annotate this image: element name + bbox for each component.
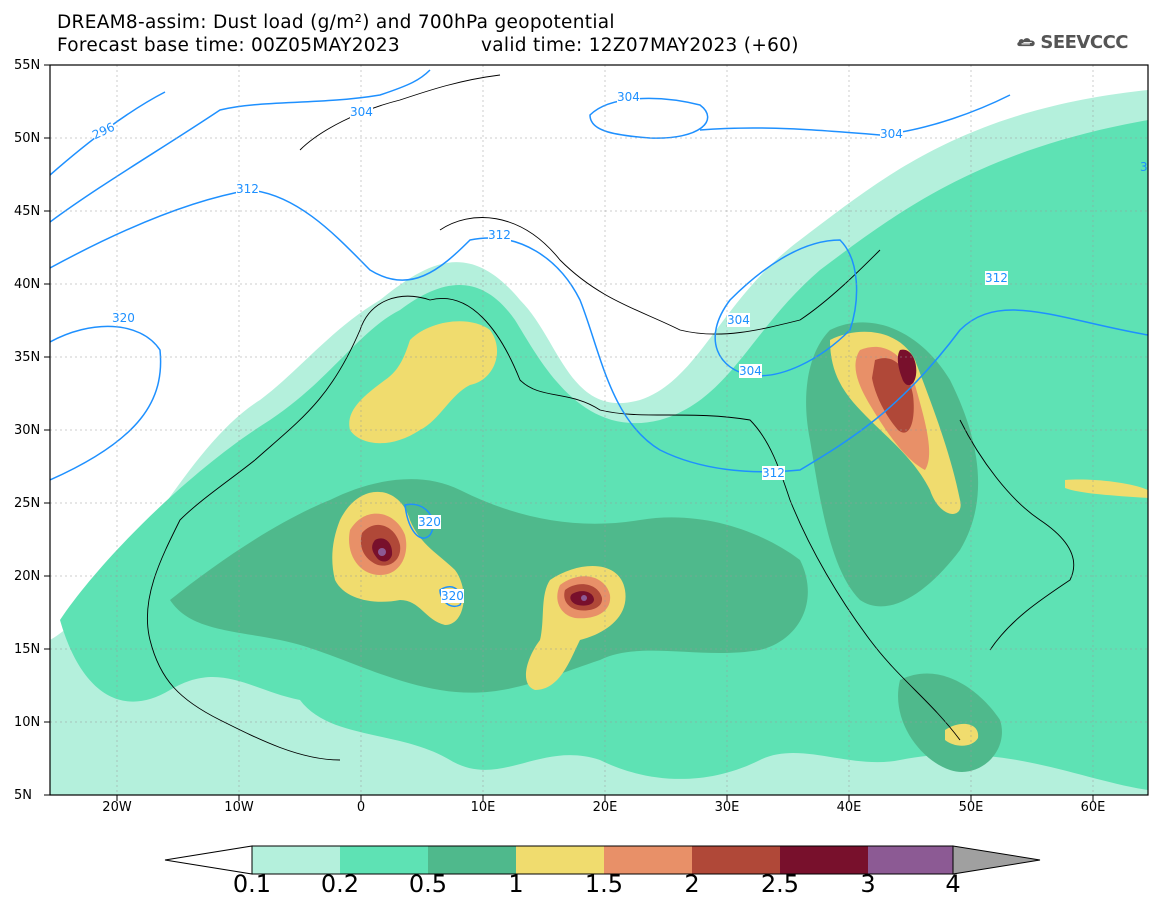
contour-label: 304 bbox=[880, 127, 903, 141]
valid-time: valid time: 12Z07MAY2023 (+60) bbox=[481, 35, 799, 56]
map-title: DREAM8-assim: Dust load (g/m²) and 700hP… bbox=[57, 12, 615, 33]
lon-label: 20E bbox=[592, 800, 618, 815]
contour-label: 312 bbox=[488, 228, 511, 242]
contour-label: 304 bbox=[727, 313, 750, 327]
seevccc-logo: SEEVCCC bbox=[1016, 27, 1128, 57]
colorbar-label: 0.2 bbox=[320, 870, 360, 898]
contour-label: 312 bbox=[985, 271, 1008, 285]
colorbar-swatch bbox=[868, 846, 953, 874]
colorbar-swatch bbox=[252, 846, 340, 874]
colorbar-label: 1 bbox=[508, 870, 524, 898]
colorbar-swatch bbox=[780, 846, 868, 874]
lat-label: 20N bbox=[14, 569, 41, 584]
lon-label: 40E bbox=[836, 800, 862, 815]
contour-label: 320 bbox=[112, 311, 135, 325]
lat-label: 35N bbox=[14, 350, 41, 365]
colorbar-swatch bbox=[340, 846, 428, 874]
contour-label: 320 bbox=[418, 515, 441, 529]
contour-label: 320 bbox=[441, 589, 464, 603]
coastlines bbox=[146, 74, 1075, 761]
colorbar-swatch bbox=[516, 846, 604, 874]
lon-label: 60E bbox=[1080, 800, 1106, 815]
lon-label: 50E bbox=[958, 800, 984, 815]
colorbar-label: 0.5 bbox=[408, 870, 448, 898]
lon-label: 10W bbox=[224, 800, 254, 815]
colorbar-label: 1.5 bbox=[584, 870, 624, 898]
colorbar-label: 0.1 bbox=[232, 870, 272, 898]
lon-label: 20W bbox=[102, 800, 132, 815]
geopotential-contours bbox=[50, 69, 1148, 607]
lat-label: 15N bbox=[14, 642, 41, 657]
contour-label: 304 bbox=[617, 90, 640, 104]
lon-label: 30E bbox=[714, 800, 740, 815]
contour-label: 304 bbox=[350, 105, 373, 119]
colorbar-swatch bbox=[428, 846, 516, 874]
contour-label: 312 bbox=[236, 182, 259, 196]
lon-label: 10E bbox=[470, 800, 496, 815]
dust-level-3 bbox=[378, 548, 587, 601]
forecast-base-time: Forecast base time: 00Z05MAY2023 bbox=[57, 35, 400, 56]
graticule bbox=[50, 65, 1148, 795]
lat-label: 30N bbox=[14, 423, 41, 438]
contour-label: 3 bbox=[1140, 160, 1148, 174]
lat-label: 10N bbox=[14, 715, 41, 730]
colorbar bbox=[164, 845, 1041, 875]
cloud-icon bbox=[1017, 38, 1035, 47]
colorbar-label: 3 bbox=[860, 870, 876, 898]
colorbar-swatch bbox=[604, 846, 692, 874]
lat-label: 55N bbox=[14, 58, 41, 73]
colorbar-swatch bbox=[692, 846, 780, 874]
colorbar-label: 2.5 bbox=[760, 870, 800, 898]
contour-label: 312 bbox=[762, 466, 785, 480]
lat-label: 40N bbox=[14, 277, 41, 292]
lat-label: 50N bbox=[14, 131, 41, 146]
lat-label: 25N bbox=[14, 496, 41, 511]
lat-label: 5N bbox=[14, 788, 32, 803]
axis-ticks bbox=[44, 64, 1094, 801]
lon-label: 0 bbox=[356, 800, 366, 815]
logo-text: SEEVCCC bbox=[1040, 31, 1128, 53]
colorbar-label: 4 bbox=[945, 870, 961, 898]
lat-label: 45N bbox=[14, 204, 41, 219]
contour-label: 304 bbox=[739, 364, 762, 378]
colorbar-label: 2 bbox=[684, 870, 700, 898]
